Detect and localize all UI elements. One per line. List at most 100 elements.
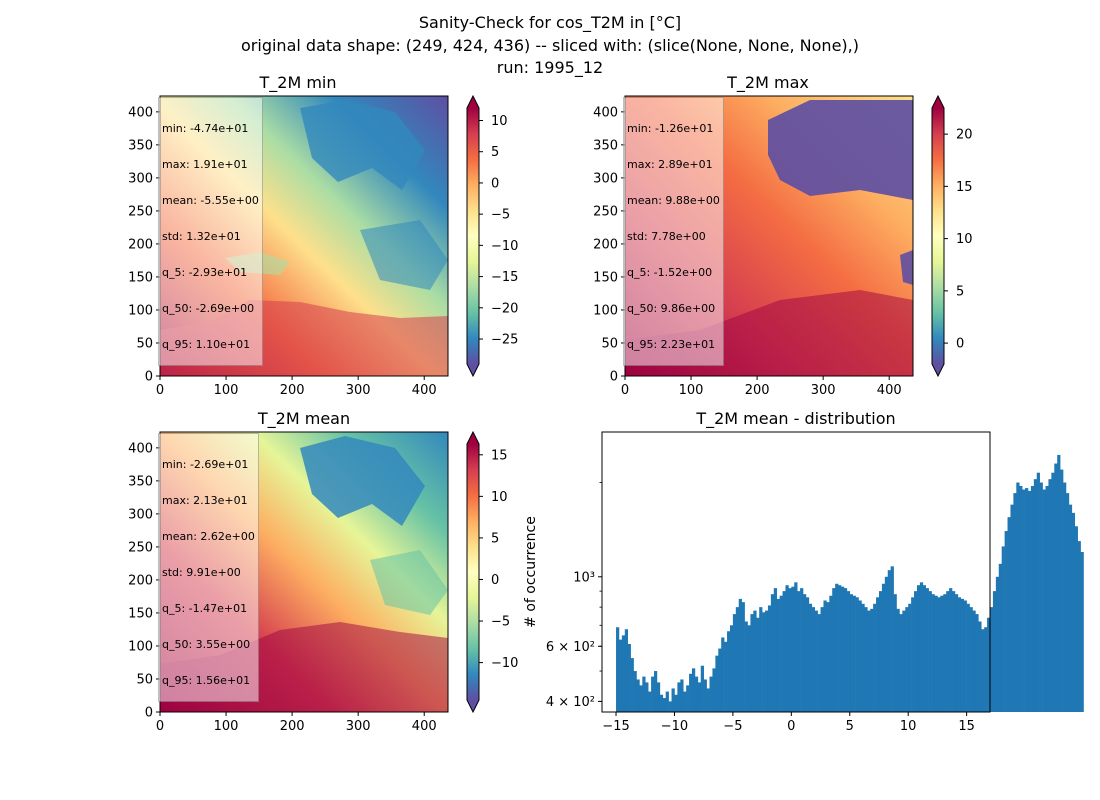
y-axis-ticks: 0 50 100 150 200 250 300 350 400 <box>593 105 625 385</box>
histogram-bar <box>788 588 792 712</box>
x-tick-label: 0 <box>156 383 164 398</box>
histogram-bar <box>902 610 906 712</box>
histogram-bar <box>645 682 649 712</box>
histogram-bar <box>1036 472 1040 712</box>
y-axis-ticks: 0 50 100 150 200 250 300 350 400 <box>128 441 160 721</box>
colorbar-tick-label: 0 <box>491 176 499 191</box>
histogram-bar <box>1063 482 1067 712</box>
histogram-bar <box>659 694 664 712</box>
histogram-bar <box>829 595 833 712</box>
stats-line: min: -4.74e+01 <box>162 122 249 135</box>
y-tick-label: 0 <box>145 370 153 385</box>
stats-line: q_95: 2.23e+01 <box>627 338 716 351</box>
histogram-bar <box>759 607 763 712</box>
colorbar-tick-label: 5 <box>491 145 499 160</box>
colorbar-tick-label: −10 <box>491 656 518 671</box>
histogram-bar <box>846 591 851 712</box>
histogram-bar <box>878 591 883 712</box>
map-title: T_2M max <box>726 73 809 93</box>
stats-line: q_95: 1.10e+01 <box>162 338 251 351</box>
histogram-bar <box>960 598 965 712</box>
histogram-bar <box>718 648 722 712</box>
stats-box-max: min: -1.26e+01 max: 2.89e+01 mean: 9.88e… <box>623 97 724 366</box>
histogram-bar <box>1071 512 1076 712</box>
histogram-bar <box>1057 454 1061 712</box>
x-tick-label: −5 <box>723 719 742 734</box>
histogram-bar <box>981 629 985 712</box>
stats-line: std: 7.78e+00 <box>627 230 706 243</box>
colorbar-tick-label: 5 <box>956 284 964 299</box>
y-tick-label: 50 <box>136 672 153 687</box>
histogram-bar <box>911 597 915 712</box>
histogram-bar <box>624 629 629 712</box>
x-tick-label: 15 <box>958 719 975 734</box>
y-tick-label: 4 × 10² <box>546 695 595 710</box>
histogram-bar <box>978 621 982 712</box>
y-tick-label: 150 <box>128 270 153 285</box>
histogram-bar <box>677 682 681 712</box>
histogram-bar <box>805 597 810 712</box>
histogram-bar <box>814 610 818 712</box>
histogram-panel: T_2M mean - distribution −15 −10 −5 0 5 10 15 … <box>523 409 1084 734</box>
histogram-bar <box>732 614 737 712</box>
x-tick-label: 200 <box>280 719 305 734</box>
y-tick-label: 100 <box>128 303 153 318</box>
y-tick-label: 150 <box>128 606 153 621</box>
stats-line: q_50: 9.86e+00 <box>627 302 716 315</box>
histogram-bar <box>1010 504 1014 712</box>
colorbar-tick-label: −5 <box>491 208 510 223</box>
histogram-bar <box>840 586 845 712</box>
y-tick-label: 350 <box>128 474 153 489</box>
x-tick-label: 300 <box>811 383 836 398</box>
y-axis-ticks: 4 × 10² 6 × 10² 10³ <box>546 482 602 710</box>
stats-line: q_5: -1.52e+00 <box>627 266 713 279</box>
colorbar-tick-label: 10 <box>491 490 508 505</box>
histogram-bar <box>1054 463 1058 712</box>
histogram-bar <box>753 610 757 712</box>
x-tick-label: 400 <box>877 383 902 398</box>
histogram-bar <box>1068 504 1073 712</box>
histogram-bar <box>665 691 669 712</box>
stats-box-mean: min: -2.69e+01 max: 2.13e+01 mean: 2.62e… <box>158 433 259 702</box>
colorbar-ticks: 15 10 5 0 −5 −10 <box>479 448 518 671</box>
x-tick-label: 5 <box>846 719 854 734</box>
colorbar-tick-label: 5 <box>491 531 499 546</box>
stats-line: std: 1.32e+01 <box>162 230 241 243</box>
histogram-bar <box>1065 493 1070 712</box>
histogram-bar <box>1025 488 1029 712</box>
y-tick-label: 300 <box>128 507 153 522</box>
histogram-bar <box>683 691 687 712</box>
x-tick-label: 200 <box>280 383 305 398</box>
colorbar-tick-label: −15 <box>491 270 518 285</box>
colorbar-tick-label: 0 <box>491 573 499 588</box>
histogram-bar <box>706 688 710 712</box>
histogram-bar <box>639 685 643 712</box>
y-tick-label: 250 <box>128 540 153 555</box>
histogram-bar <box>843 588 848 712</box>
colorbar-tick-label: 15 <box>491 448 508 463</box>
stats-line: min: -1.26e+01 <box>627 122 714 135</box>
histogram-bar <box>721 637 725 712</box>
histogram-bar <box>1013 493 1017 712</box>
histogram-bar <box>686 685 690 712</box>
stats-line: std: 9.91e+00 <box>162 566 241 579</box>
histogram-bars <box>616 454 1084 712</box>
x-axis-ticks: 0 100 200 300 400 <box>621 376 902 398</box>
histogram-bar <box>724 641 728 712</box>
histogram-bar <box>782 591 786 712</box>
histogram-bar <box>876 597 880 712</box>
histogram-bar <box>884 576 889 712</box>
colorbar-tick-label: 15 <box>956 180 973 195</box>
histogram-bar <box>1001 546 1005 712</box>
y-tick-label: 200 <box>128 573 153 588</box>
histogram-bar <box>747 625 751 712</box>
histogram-bar <box>765 610 769 712</box>
histogram-bar <box>963 600 967 712</box>
histogram-bar <box>735 607 740 712</box>
x-tick-label: 100 <box>214 719 239 734</box>
y-tick-label: 250 <box>593 204 618 219</box>
histogram-bar <box>1080 551 1084 712</box>
histogram-bar <box>867 610 871 712</box>
histogram-bar <box>1048 479 1052 712</box>
histogram-bar <box>987 617 991 712</box>
